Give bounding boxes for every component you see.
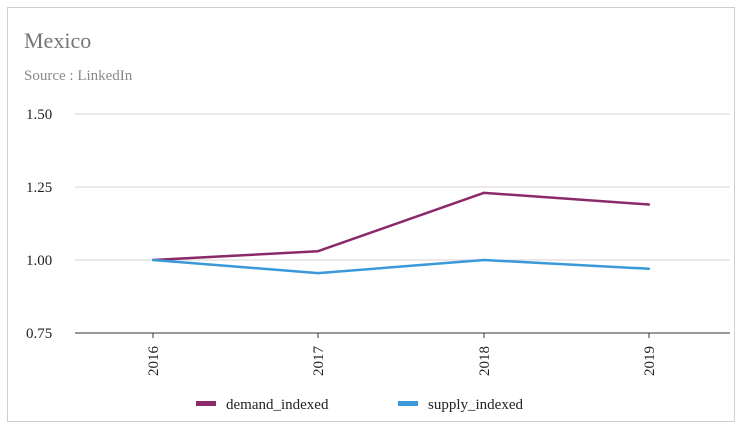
x-tick-label: 2016 xyxy=(146,346,162,377)
x-tick-label: 2017 xyxy=(311,346,327,377)
data-point xyxy=(647,267,651,270)
y-tick-label: 1.00 xyxy=(26,253,52,269)
legend-label: supply_indexed xyxy=(428,397,523,413)
legend-swatch xyxy=(398,401,418,406)
series-lines xyxy=(151,191,651,275)
x-tick-label: 2018 xyxy=(477,346,493,376)
y-tick-label: 1.25 xyxy=(26,180,52,196)
series-line-supply_indexed xyxy=(152,258,650,275)
data-point xyxy=(482,258,486,262)
x-axis-ticks: 2016 2017 2018 2019 xyxy=(146,333,658,376)
legend: demand_indexed supply_indexed xyxy=(196,397,523,413)
data-point xyxy=(647,203,651,206)
series-line-demand_indexed xyxy=(152,191,650,262)
y-tick-label: 0.75 xyxy=(26,326,52,342)
data-point xyxy=(316,250,320,253)
data-point xyxy=(482,191,486,195)
chart-card xyxy=(7,7,735,422)
x-tick-label: 2019 xyxy=(642,346,658,376)
y-axis-ticks: 0.75 1.00 1.25 1.50 xyxy=(26,107,52,342)
legend-label: demand_indexed xyxy=(226,397,329,413)
chart-subtitle: Source : LinkedIn xyxy=(24,68,133,84)
grid-lines xyxy=(75,113,730,334)
data-point xyxy=(151,258,155,262)
chart-title: Mexico xyxy=(24,28,92,53)
legend-swatch xyxy=(196,401,216,406)
y-tick-label: 1.50 xyxy=(26,107,52,123)
data-point xyxy=(316,271,320,275)
